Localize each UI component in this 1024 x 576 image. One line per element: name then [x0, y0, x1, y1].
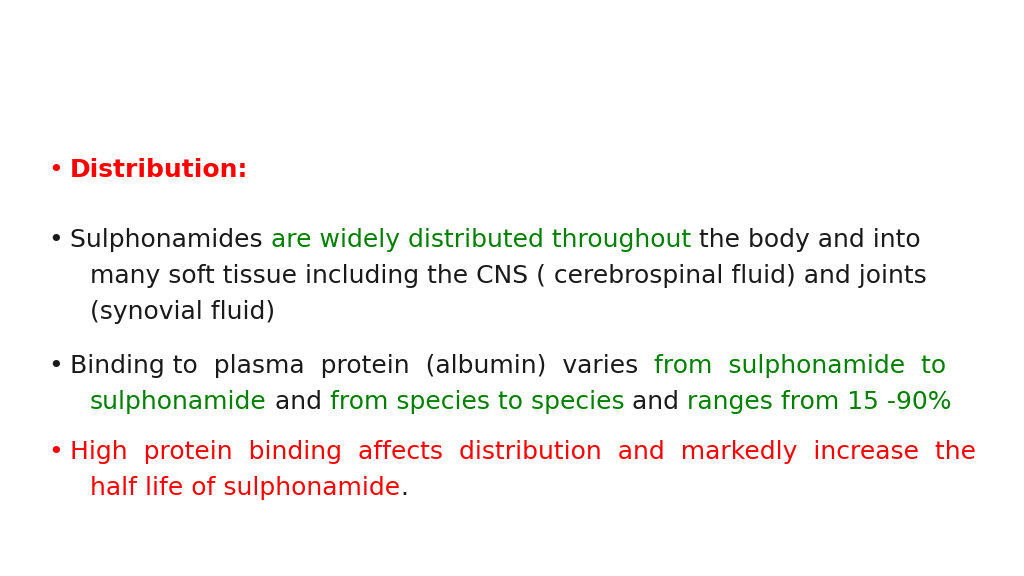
- Text: are widely distributed throughout: are widely distributed throughout: [270, 228, 691, 252]
- Text: sulphonamide: sulphonamide: [90, 390, 266, 414]
- Text: •: •: [48, 158, 62, 182]
- Text: Distribution:: Distribution:: [70, 158, 249, 182]
- Text: (synovial fluid): (synovial fluid): [90, 300, 275, 324]
- Text: •: •: [48, 228, 62, 252]
- Text: ranges from 15 -90%: ranges from 15 -90%: [687, 390, 952, 414]
- Text: and: and: [266, 390, 330, 414]
- Text: Binding to  plasma  protein  (albumin)  varies: Binding to plasma protein (albumin) vari…: [70, 354, 654, 378]
- Text: the body and into: the body and into: [691, 228, 921, 252]
- Text: half life of sulphonamide: half life of sulphonamide: [90, 476, 400, 500]
- Text: •: •: [48, 440, 62, 464]
- Text: .: .: [400, 476, 409, 500]
- Text: •: •: [48, 354, 62, 378]
- Text: and: and: [625, 390, 687, 414]
- Text: many soft tissue including the CNS ( cerebrospinal fluid) and joints: many soft tissue including the CNS ( cer…: [90, 264, 927, 288]
- Text: Sulphonamides: Sulphonamides: [70, 228, 270, 252]
- Text: from  sulphonamide  to: from sulphonamide to: [654, 354, 946, 378]
- Text: from species to species: from species to species: [330, 390, 625, 414]
- Text: High  protein  binding  affects  distribution  and  markedly  increase  the: High protein binding affects distributio…: [70, 440, 976, 464]
